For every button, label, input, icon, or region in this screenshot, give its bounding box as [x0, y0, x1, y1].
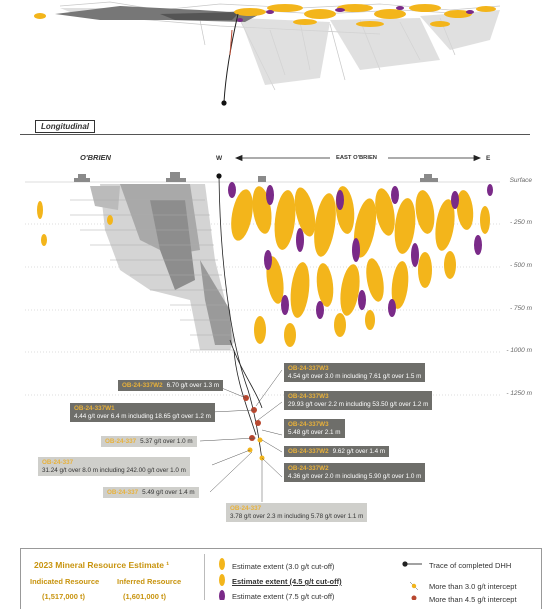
- legend-indicated-label: Indicated Resource: [30, 577, 100, 586]
- obrien-level-lines: [70, 199, 234, 351]
- intercept-tag-right-2: OB-24-337W3 29.93 g/t over 2.2 m includi…: [284, 391, 433, 410]
- intercept-45-icon: [411, 595, 417, 600]
- legend-title: 2023 Mineral Resource Estimate ¹: [34, 560, 170, 570]
- intercept-tag-right-3: OB-24-337W3 5.48 g/t over 2.1 m: [284, 419, 345, 438]
- plan-gold-spot: [34, 13, 46, 19]
- intercept-tag-left-3: OB-24-337 5.37 g/t over 1.0 m: [101, 436, 197, 447]
- collar-dot: [216, 173, 222, 179]
- intercept-tag-left-4: OB-24-337 31.24 g/t over 8.0 m including…: [38, 457, 190, 476]
- intercept-30-icon: [409, 581, 419, 591]
- legend-estimate-75: Estimate extent (7.5 g/t cut-off): [232, 592, 335, 601]
- section-title: Longitudinal: [35, 120, 95, 133]
- plan-gold-band: [234, 4, 496, 27]
- intercept-text: 31.24 g/t over 8.0 m including 242.00 g/…: [42, 467, 186, 474]
- swatch-estimate-75: [219, 590, 225, 600]
- plan-drill-trace: [221, 13, 239, 106]
- legend-inferred-value: (1,601,000 t): [123, 592, 166, 601]
- intercept-text: 9.62 g/t over 1.4 m: [332, 448, 386, 455]
- legend-estimate-45: Estimate extent (4.5 g/t cut-off): [232, 577, 342, 586]
- east-obrien-purple: [228, 182, 493, 319]
- legend-box: [20, 548, 542, 609]
- west-gold-spots: [37, 201, 113, 246]
- depth-label-750: - 750 m: [509, 305, 532, 312]
- hole-id: OB-24-337W2: [288, 465, 329, 472]
- legend-estimate-30: Estimate extent (3.0 g/t cut-off): [232, 562, 335, 571]
- obrien-label: O'BRIEN: [80, 153, 111, 162]
- section-graphic: [25, 154, 500, 502]
- intercept-text: 4.36 g/t over 2.0 m including 5.90 g/t o…: [288, 473, 422, 480]
- intercept-tag-right-5: OB-24-337W2 4.36 g/t over 2.0 m includin…: [284, 463, 426, 482]
- intercept-text: 4.44 g/t over 6.4 m including 18.65 g/t …: [74, 413, 211, 420]
- intercept-text: 5.48 g/t over 2.1 m: [288, 429, 341, 436]
- hole-id: OB-24-337: [105, 438, 137, 445]
- depth-label-1250: - 1250 m: [506, 390, 532, 397]
- intercept-text: 5.37 g/t over 1.0 m: [140, 438, 193, 445]
- depth-label-250: - 250 m: [509, 219, 532, 226]
- leader-lines: [199, 369, 283, 502]
- intercept-tag-left-1: OB-24-337W2 6.70 g/t over 1.3 m: [118, 380, 224, 391]
- west-label: W: [216, 155, 223, 162]
- intercept-tag-left-2: OB-24-337W1 4.44 g/t over 6.4 m includin…: [70, 403, 215, 422]
- intercept-tag-left-5: OB-24-337 5.49 g/t over 1.4 m: [103, 487, 199, 498]
- legend-divider: [204, 554, 205, 600]
- legend-more-30: More than 3.0 g/t intercept: [429, 582, 517, 591]
- dhh-trace-icon: [402, 561, 422, 567]
- legend-inferred-label: Inferred Resource: [117, 577, 182, 586]
- plan-dark-band: [55, 6, 260, 22]
- intercept-tag-right-4: OB-24-337W2 9.62 g/t over 1.4 m: [284, 446, 390, 457]
- plan-view: [34, 1, 501, 106]
- depth-label-500: - 500 m: [509, 262, 532, 269]
- east-obrien-gold: [231, 186, 490, 347]
- intercept-text: 6.70 g/t over 1.3 m: [166, 382, 220, 389]
- intercept-tag-right-6: OB-24-337 3.78 g/t over 2.3 m including …: [226, 503, 368, 522]
- hole-id: OB-24-337W2: [288, 448, 329, 455]
- hole-id: OB-24-337: [230, 505, 262, 512]
- east-label: E: [486, 155, 491, 162]
- drill-hole-trace: [218, 175, 263, 461]
- depth-label-surface: Surface: [509, 177, 532, 184]
- swatch-estimate-30: [219, 558, 225, 570]
- hole-id: OB-24-337W3: [288, 393, 329, 400]
- hole-id: OB-24-337: [107, 489, 139, 496]
- swatch-estimate-45: [219, 574, 225, 586]
- plan-purple-spots: [237, 6, 474, 22]
- depth-label-1000: - 1000 m: [506, 347, 532, 354]
- obrien-workings: [90, 184, 235, 350]
- plan-grey-fans: [60, 8, 500, 85]
- hole-id: OB-24-337W1: [74, 405, 115, 412]
- intercept-text: 3.78 g/t over 2.3 m including 5.78 g/t o…: [230, 513, 364, 520]
- intercept-text: 4.54 g/t over 3.0 m including 7.61 g/t o…: [288, 373, 422, 380]
- legend-swatches: [219, 558, 225, 600]
- intercept-text: 5.49 g/t over 1.4 m: [142, 489, 195, 496]
- legend-symbols: [402, 561, 422, 600]
- hole-id: OB-24-337W2: [122, 382, 163, 389]
- hole-id: OB-24-337: [42, 459, 74, 466]
- legend-trace-dhh: Trace of completed DHH: [429, 561, 512, 570]
- east-obrien-arrow: [234, 154, 482, 162]
- section-title-text: Longitudinal: [41, 122, 89, 131]
- intercept-text: 29.93 g/t over 2.2 m including 53.50 g/t…: [288, 401, 429, 408]
- east-obrien-label: EAST O'BRIEN: [336, 155, 377, 161]
- section-rule: [20, 134, 530, 135]
- headframes: [74, 172, 438, 182]
- intercept-tag-right-1: OB-24-337W3 4.54 g/t over 3.0 m includin…: [284, 363, 426, 382]
- legend-indicated-value: (1,517,000 t): [42, 592, 85, 601]
- hole-id: OB-24-337W3: [288, 365, 329, 372]
- hole-id: OB-24-337W3: [288, 421, 329, 428]
